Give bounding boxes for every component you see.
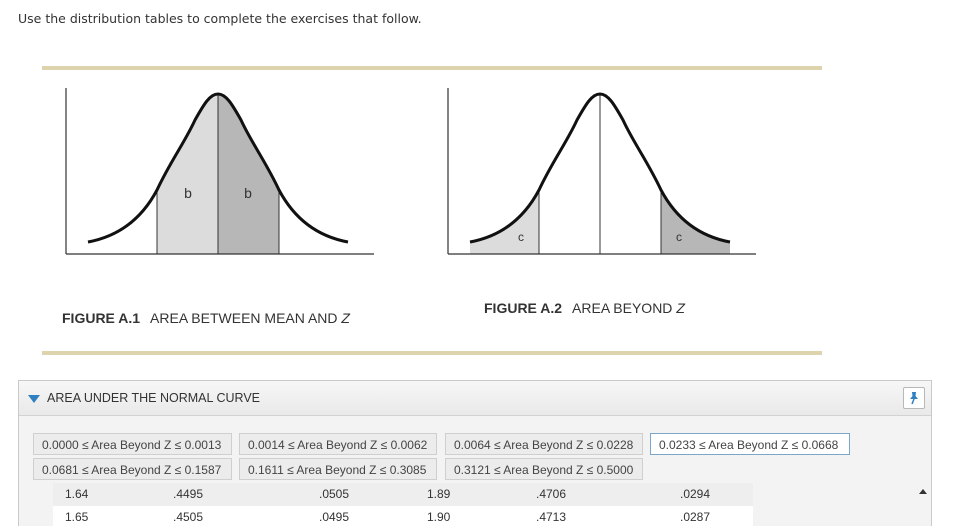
table-cell-z: 1.65 — [65, 510, 89, 524]
figure-a2-number: FIGURE A.2 — [484, 300, 563, 316]
figure-a1-title-variable: Z — [341, 310, 350, 326]
collapse-triangle-icon[interactable] — [28, 395, 40, 403]
figure-a2-title: AREA BEYOND — [572, 300, 677, 316]
divider-bottom — [42, 351, 822, 355]
tab-range-5[interactable]: 0.0681 ≤ Area Beyond Z ≤ 0.1587 — [33, 458, 232, 480]
tab-range-1[interactable]: 0.0000 ≤ Area Beyond Z ≤ 0.0013 — [33, 433, 232, 455]
table-cell-z: 1.64 — [65, 487, 89, 501]
figure-a2-title-variable: Z — [676, 300, 685, 316]
tab-range-3[interactable]: 0.0064 ≤ Area Beyond Z ≤ 0.0228 — [445, 433, 643, 455]
table-cell-c: .0505 — [319, 487, 350, 501]
figure-a1-title: AREA BETWEEN MEAN AND — [150, 310, 342, 326]
table-row: 1.64 .4495 .0505 1.89 .4706 .0294 — [53, 483, 753, 506]
figure-a2-normal-curve — [469, 92, 731, 244]
panel-title: AREA UNDER THE NORMAL CURVE — [47, 391, 261, 405]
figure-a1-label-b-right: b — [244, 185, 252, 201]
table-cell-c: .0495 — [319, 510, 350, 524]
tab-range-4[interactable]: 0.0233 ≤ Area Beyond Z ≤ 0.0668 — [650, 433, 850, 455]
figure-a2-label-c-left: c — [518, 230, 524, 244]
table-cell-b: .4495 — [173, 487, 204, 501]
tab-range-7[interactable]: 0.3121 ≤ Area Beyond Z ≤ 0.5000 — [445, 458, 643, 480]
normal-curve-panel: AREA UNDER THE NORMAL CURVE 0.0000 ≤ Are… — [18, 380, 932, 529]
scroll-up-arrow-icon[interactable] — [919, 489, 927, 494]
table-cell-b: .4713 — [536, 510, 567, 524]
tab-range-2[interactable]: 0.0014 ≤ Area Beyond Z ≤ 0.0062 — [239, 433, 437, 455]
instruction-text: Use the distribution tables to complete … — [18, 11, 422, 26]
figure-a2-diagram: c c — [447, 88, 756, 255]
table-row: 1.65 .4505 .0495 1.90 .4713 .0287 — [53, 506, 753, 529]
figure-a1-diagram: b b — [65, 88, 374, 255]
figure-a1-right-shaded-area — [218, 94, 279, 254]
figure-a2-caption: FIGURE A.2 AREA BEYOND Z — [484, 300, 685, 316]
table-cell-b: .4706 — [536, 487, 567, 501]
pin-button[interactable] — [903, 387, 925, 409]
table-cell-c: .0294 — [680, 487, 711, 501]
pin-icon — [910, 392, 918, 405]
figure-a1-caption: FIGURE A.1 AREA BETWEEN MEAN AND Z — [62, 310, 350, 326]
table-cell-z: 1.90 — [427, 510, 451, 524]
divider-top — [42, 66, 822, 70]
table-cell-b: .4505 — [173, 510, 204, 524]
figure-a1-number: FIGURE A.1 — [62, 310, 141, 326]
panel-header[interactable]: AREA UNDER THE NORMAL CURVE — [19, 381, 931, 416]
normal-curve-table: 1.64 .4495 .0505 1.89 .4706 .0294 1.65 .… — [53, 483, 753, 529]
figure-a2-label-c-right: c — [676, 230, 682, 244]
figure-a2-left-tail-area — [470, 190, 539, 254]
figure-a1-left-shaded-area — [157, 94, 218, 254]
figure-a1-label-b-left: b — [184, 185, 192, 201]
tab-range-6[interactable]: 0.1611 ≤ Area Beyond Z ≤ 0.3085 — [239, 458, 437, 480]
table-cell-c: .0287 — [680, 510, 711, 524]
table-cell-z: 1.89 — [427, 487, 451, 501]
figure-a2-right-tail-area — [661, 190, 730, 254]
figure-a1-normal-curve — [87, 92, 349, 244]
